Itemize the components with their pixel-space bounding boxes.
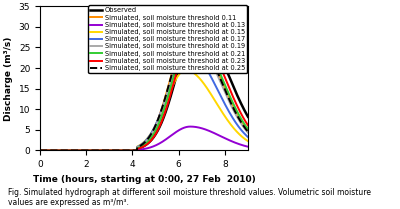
Legend: Observed, Simulated, soil moisture threshold 0.11, Simulated, soil moisture thre: Observed, Simulated, soil moisture thres… (88, 5, 247, 73)
X-axis label: Time (hours, starting at 0:00, 27 Feb  2010): Time (hours, starting at 0:00, 27 Feb 20… (33, 175, 255, 184)
Y-axis label: Discharge (m³/s): Discharge (m³/s) (4, 36, 13, 121)
Text: Fig. Simulated hydrograph at different soil moisture threshold values. Volumetri: Fig. Simulated hydrograph at different s… (8, 187, 371, 207)
